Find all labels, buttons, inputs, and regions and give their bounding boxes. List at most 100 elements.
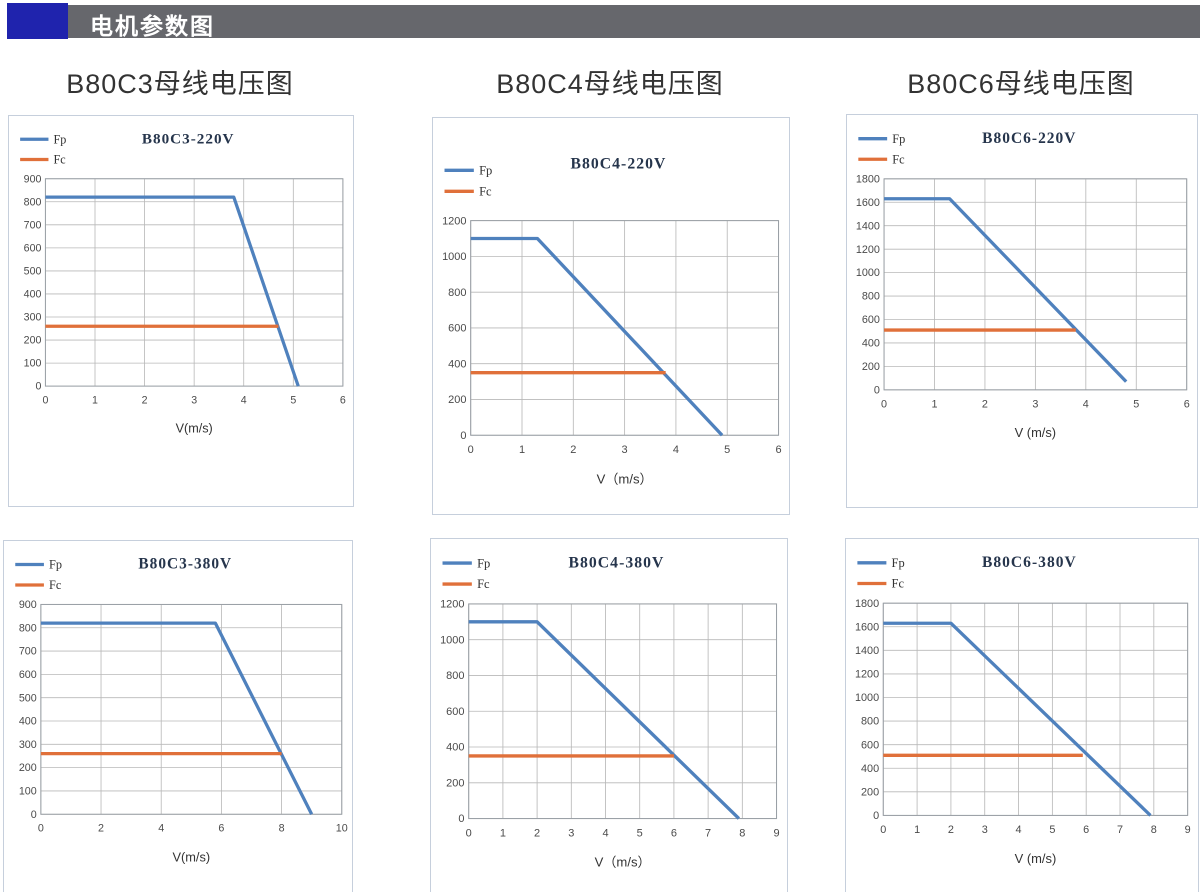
svg-text:Fc: Fc: [892, 152, 905, 166]
svg-text:9: 9: [1185, 824, 1191, 836]
svg-text:200: 200: [862, 361, 880, 373]
svg-text:5: 5: [724, 444, 730, 456]
svg-text:0: 0: [466, 827, 472, 839]
svg-text:Fc: Fc: [54, 153, 67, 167]
svg-text:400: 400: [448, 358, 466, 370]
chart-panel-b80c6-220v: 0 1 2 3 4 5 6 0 200 400 600 800 1000 1200 1400 1600 1800…: [846, 114, 1198, 508]
column-title-b80c3: B80C3母线电压图: [66, 69, 294, 99]
svg-text:0: 0: [873, 810, 879, 822]
svg-text:Fp: Fp: [49, 558, 62, 572]
svg-text:700: 700: [19, 646, 37, 658]
svg-text:3: 3: [568, 827, 574, 839]
svg-text:1600: 1600: [856, 197, 880, 209]
svg-text:200: 200: [24, 335, 42, 347]
svg-text:0: 0: [42, 394, 48, 406]
svg-text:2: 2: [98, 823, 104, 835]
svg-text:1: 1: [500, 827, 506, 839]
svg-text:2: 2: [570, 444, 576, 456]
svg-text:400: 400: [19, 716, 37, 728]
svg-text:V（m/s）: V（m/s）: [597, 471, 653, 486]
svg-text:3: 3: [982, 824, 988, 836]
svg-text:200: 200: [861, 786, 879, 798]
svg-text:6: 6: [775, 444, 781, 456]
svg-text:200: 200: [446, 777, 464, 789]
svg-text:Fc: Fc: [479, 184, 492, 198]
svg-text:Fc: Fc: [477, 577, 490, 591]
svg-text:1400: 1400: [856, 220, 880, 232]
svg-text:4: 4: [158, 823, 164, 835]
svg-text:7: 7: [705, 827, 711, 839]
svg-text:4: 4: [602, 827, 608, 839]
svg-text:400: 400: [446, 742, 464, 754]
svg-text:3: 3: [1032, 398, 1038, 410]
svg-text:V (m/s): V (m/s): [1015, 425, 1056, 440]
svg-text:500: 500: [19, 692, 37, 704]
svg-text:600: 600: [446, 706, 464, 718]
svg-text:8: 8: [279, 823, 285, 835]
chart-panel-b80c4-220v: 0 1 2 3 4 5 6 0 200 400 600 800 1000 1200 Fp Fc B80C4-22…: [432, 117, 790, 515]
svg-text:6: 6: [340, 394, 346, 406]
svg-text:8: 8: [1151, 824, 1157, 836]
svg-text:V(m/s): V(m/s): [172, 849, 210, 864]
svg-text:0: 0: [31, 809, 37, 821]
svg-text:1: 1: [914, 824, 920, 836]
svg-text:4: 4: [241, 394, 247, 406]
svg-text:B80C4-380V: B80C4-380V: [569, 554, 665, 571]
svg-text:B80C6-380V: B80C6-380V: [982, 554, 1077, 571]
svg-text:0: 0: [38, 823, 44, 835]
svg-text:800: 800: [19, 622, 37, 634]
svg-text:600: 600: [448, 323, 466, 335]
svg-text:0: 0: [468, 444, 474, 456]
svg-text:1800: 1800: [855, 598, 879, 610]
chart-b80c3-380v: 0 2 4 6 8 100100200300400500600700800900FpFcB…: [15, 556, 348, 864]
column-title-b80c6: B80C6母线电压图: [907, 69, 1135, 99]
svg-text:1000: 1000: [440, 634, 464, 646]
chart-panel-b80c6-380v: 0 1 2 3 4 5 6 7 8 9 0 200 400 600 800 1000 1200 1400 1600 1…: [845, 538, 1199, 892]
svg-text:300: 300: [19, 739, 37, 751]
svg-text:10: 10: [336, 823, 348, 835]
svg-text:5: 5: [1049, 824, 1055, 836]
svg-text:9: 9: [773, 827, 779, 839]
chart-b80c4-380v: 0 1 2 3 4 5 6 7 8 9 0 200 400 600 800 1000 1200 Fp Fc B80C4…: [440, 554, 780, 869]
header-bar: [20, 5, 1200, 38]
header-accent-block: [7, 3, 68, 39]
svg-text:600: 600: [24, 242, 42, 254]
chart-b80c6-380v: 0 1 2 3 4 5 6 7 8 9 0 200 400 600 800 1000 1200 1400 1600 1…: [855, 554, 1191, 866]
svg-text:1: 1: [92, 394, 98, 406]
svg-text:0: 0: [35, 381, 41, 393]
svg-text:200: 200: [19, 762, 37, 774]
svg-text:5: 5: [290, 394, 296, 406]
svg-text:4: 4: [673, 444, 679, 456]
svg-text:Fp: Fp: [892, 132, 905, 146]
svg-text:Fp: Fp: [477, 556, 490, 570]
svg-text:7: 7: [1117, 824, 1123, 836]
svg-text:0: 0: [458, 813, 464, 825]
svg-text:100: 100: [24, 358, 42, 370]
svg-text:400: 400: [24, 288, 42, 300]
svg-text:1400: 1400: [855, 645, 879, 657]
svg-text:900: 900: [24, 173, 42, 185]
svg-text:2: 2: [982, 398, 988, 410]
chart-b80c3-220v: 0 1 2 3 4 5 6 0 100 200 300 400 500 600 700 800 900 Fp Fc B…: [20, 130, 346, 436]
svg-text:3: 3: [191, 394, 197, 406]
svg-text:B80C4-220V: B80C4-220V: [571, 155, 667, 172]
svg-text:600: 600: [861, 739, 879, 751]
svg-text:800: 800: [862, 291, 880, 303]
svg-text:6: 6: [218, 823, 224, 835]
svg-text:600: 600: [862, 314, 880, 326]
svg-text:2: 2: [948, 824, 954, 836]
svg-text:1000: 1000: [442, 251, 466, 263]
svg-text:800: 800: [24, 196, 42, 208]
svg-text:0: 0: [460, 430, 466, 442]
svg-text:V(m/s): V(m/s): [176, 422, 213, 436]
svg-text:600: 600: [19, 669, 37, 681]
svg-text:1200: 1200: [442, 215, 466, 227]
svg-text:100: 100: [19, 786, 37, 798]
svg-text:500: 500: [24, 265, 42, 277]
chart-panel-b80c4-380v: 0 1 2 3 4 5 6 7 8 9 0 200 400 600 800 1000 1200 Fp Fc B80C4…: [430, 538, 788, 892]
svg-text:400: 400: [861, 763, 879, 775]
svg-text:4: 4: [1083, 398, 1089, 410]
svg-text:700: 700: [24, 219, 42, 231]
svg-text:1: 1: [519, 444, 525, 456]
